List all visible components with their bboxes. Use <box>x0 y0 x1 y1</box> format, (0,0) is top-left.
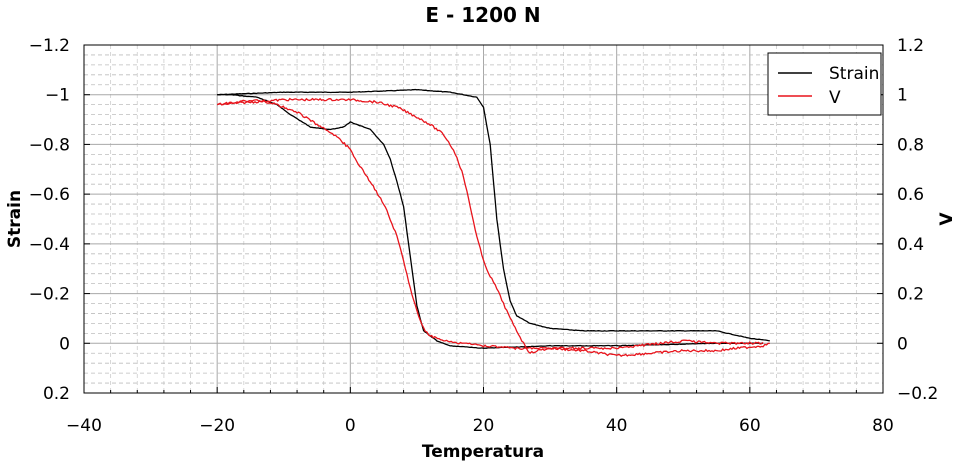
x-tick-label: 60 <box>739 416 761 436</box>
legend: Strain V <box>767 52 882 116</box>
y-right-tick-label: 0.8 <box>897 135 924 155</box>
y-right-tick-label: 0.2 <box>897 285 924 305</box>
x-tick-label: −40 <box>66 416 102 436</box>
y-left-tick-label: 0 <box>59 334 70 354</box>
y-left-axis-ticks: −1.2 −1 −0.8 −0.6 −0.4 −0.2 0 0.2 <box>29 36 90 404</box>
y-right-tick-label: 1.2 <box>897 36 924 56</box>
series-v-line-heating <box>216 97 770 358</box>
y-left-tick-label: −1 <box>45 86 70 106</box>
y-right-tick-label: 0.4 <box>897 235 924 255</box>
y-left-tick-label: −0.8 <box>29 135 70 155</box>
y-left-axis-title: Strain <box>5 190 25 248</box>
x-tick-label: 40 <box>606 416 628 436</box>
y-left-tick-label: −0.4 <box>29 235 70 255</box>
x-axis-title: Temperatura <box>422 442 544 462</box>
series-strain-line-heating <box>217 88 770 342</box>
legend-label-strain: Strain <box>829 64 879 84</box>
series-v-line-cooling <box>216 99 764 351</box>
y-right-tick-label: 0.6 <box>897 185 924 205</box>
x-tick-label: 80 <box>872 416 894 436</box>
series-layer <box>216 88 770 358</box>
legend-box <box>767 52 882 116</box>
y-right-tick-label: −0.2 <box>897 384 938 404</box>
legend-label-v: V <box>829 88 841 108</box>
x-tick-label: 0 <box>345 416 356 436</box>
chart-title: E - 1200 N <box>425 3 540 27</box>
grid <box>83 44 884 394</box>
y-right-axis-ticks: 1.2 1 0.8 0.6 0.4 0.2 0 −0.2 <box>877 36 938 404</box>
y-right-tick-label: 1 <box>897 86 908 106</box>
y-left-tick-label: −0.2 <box>29 285 70 305</box>
y-left-tick-label: 0.2 <box>43 384 70 404</box>
y-right-axis-title: V <box>937 212 957 226</box>
y-left-tick-label: −0.6 <box>29 185 70 205</box>
y-left-tick-label: −1.2 <box>29 36 70 56</box>
x-axis-ticks: −40 −20 0 20 40 60 80 <box>66 387 894 436</box>
y-right-tick-label: 0 <box>897 334 908 354</box>
x-tick-label: −20 <box>199 416 235 436</box>
x-tick-label: 20 <box>473 416 495 436</box>
series-strain-line-cooling <box>217 93 764 349</box>
